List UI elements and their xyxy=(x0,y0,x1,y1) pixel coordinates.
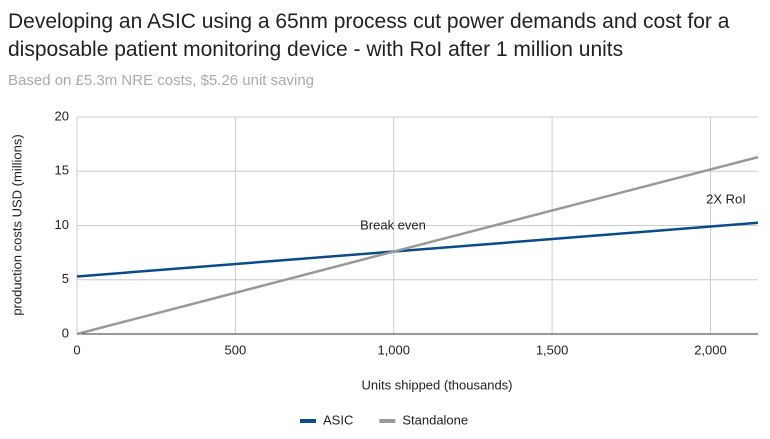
x-tick-label: 1,500 xyxy=(536,342,569,357)
x-tick-label: 0 xyxy=(73,342,80,357)
y-tick-label: 5 xyxy=(62,271,69,286)
y-axis-label: production costs USD (millions) xyxy=(9,134,24,315)
x-tick-label: 500 xyxy=(225,342,247,357)
chart-title: Developing an ASIC using a 65nm process … xyxy=(8,10,730,61)
x-axis-label: Units shipped (thousands) xyxy=(361,377,512,392)
y-tick-label: 15 xyxy=(55,163,69,178)
x-tick-label: 2,000 xyxy=(694,342,727,357)
x-tick-label: 1,000 xyxy=(377,342,410,357)
chart-subtitle: Based on £5.3m NRE costs, $5.26 unit sav… xyxy=(8,72,315,89)
y-tick-label: 10 xyxy=(55,217,69,232)
series-line xyxy=(76,155,759,336)
legend-label: ASIC xyxy=(323,412,353,427)
legend-label: Standalone xyxy=(402,412,468,427)
annotation: Break even xyxy=(360,217,426,232)
y-tick-label: 20 xyxy=(55,108,69,123)
annotation: 2X RoI xyxy=(706,191,746,206)
y-tick-label: 0 xyxy=(62,325,69,340)
